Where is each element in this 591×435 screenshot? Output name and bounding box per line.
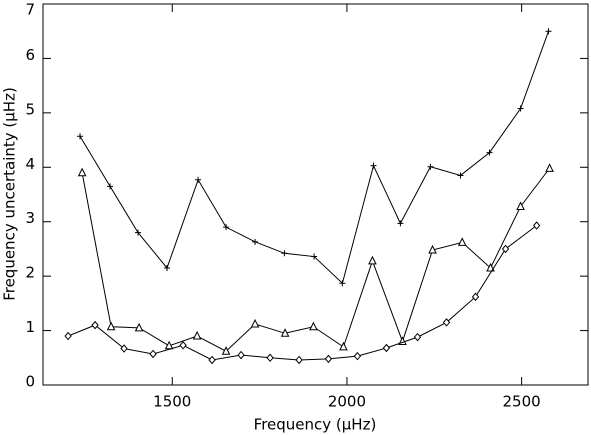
y-axis-label: Frequency uncertainty (μHz) [1,87,19,301]
y-tick-label: 0 [25,373,35,391]
data-point [164,264,171,271]
data-point [486,149,493,156]
data-point [516,201,525,210]
y-tick-label: 3 [25,209,35,227]
data-point [339,280,346,287]
data-point [223,224,230,231]
data-point [382,343,391,353]
data-point [353,351,362,361]
data-point [192,330,202,340]
data-point [221,346,231,355]
plot-frame [42,3,589,386]
data-point [339,341,348,351]
data-point [266,353,274,363]
data-point [134,322,144,332]
y-tick-label: 1 [25,318,35,336]
data-point [120,344,128,353]
data-point [397,220,404,227]
x-tick-label: 2000 [328,393,366,411]
data-point [179,340,187,350]
data-point [250,318,260,328]
data-point [280,328,290,337]
data-point [368,255,377,265]
y-tick-label: 5 [25,100,35,118]
y-tick-label: 4 [25,155,35,173]
data-point [370,162,377,169]
data-point [413,332,422,342]
data-point [457,172,464,179]
series-line [79,31,549,285]
x-axis-label: Frequency (μHz) [254,416,377,434]
x-tick-label: 2500 [503,393,541,411]
data-point [428,244,437,254]
data-point [252,238,259,245]
data-point [77,167,87,177]
y-tick-label: 7 [25,1,35,19]
data-point [195,176,202,183]
data-point [309,321,318,331]
data-point [442,318,451,327]
data-point [281,250,288,257]
y-tick-label: 6 [25,46,35,64]
x-tick-label: 1500 [153,393,191,411]
data-point [427,163,434,170]
data-point [107,183,114,190]
data-point [457,237,467,246]
data-point [295,355,303,365]
data-point [91,320,99,330]
data-point [545,163,554,172]
data-point [106,321,116,331]
data-point [532,221,541,230]
y-tick-label: 2 [25,264,35,282]
data-point [135,229,142,236]
data-point [77,133,84,140]
data-point [517,105,524,112]
data-point [64,331,72,341]
data-point [208,355,216,365]
data-point [501,244,510,254]
data-point [324,354,333,364]
data-point [149,349,157,359]
data-point [311,253,318,260]
data-point [486,262,495,272]
series-line [81,168,550,352]
data-point [237,350,245,360]
data-point [545,28,552,35]
data-point [471,292,480,302]
